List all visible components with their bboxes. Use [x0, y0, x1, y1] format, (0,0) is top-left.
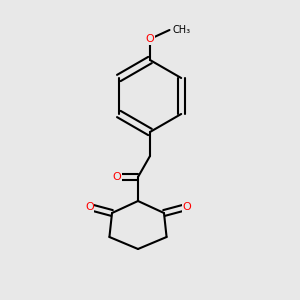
Text: O: O — [182, 202, 191, 212]
Text: O: O — [112, 172, 122, 182]
Text: CH₃: CH₃ — [172, 25, 190, 35]
Text: O: O — [85, 202, 94, 212]
Text: O: O — [146, 34, 154, 44]
